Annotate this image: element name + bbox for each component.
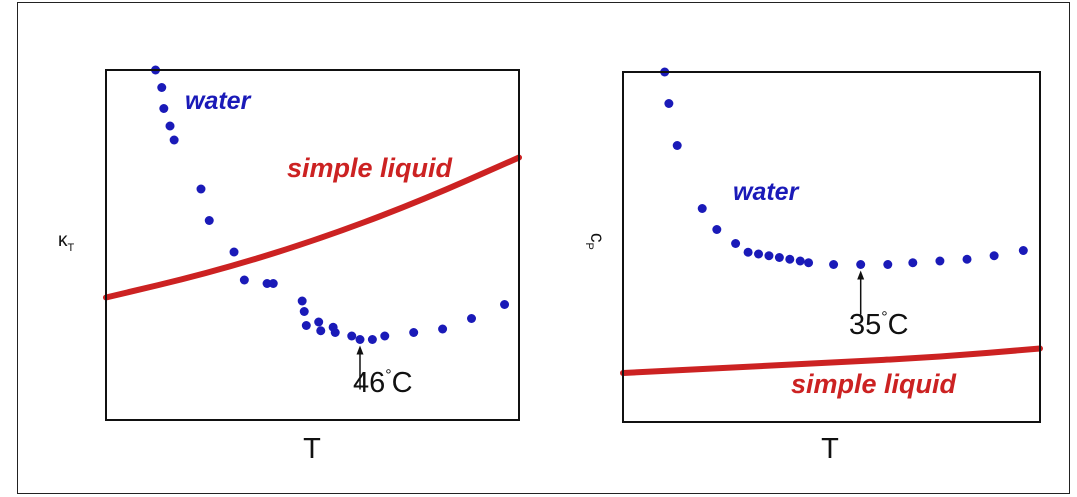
data-point-water (297, 296, 307, 306)
data-point-water (856, 260, 866, 269)
data-point-water (314, 317, 324, 327)
plot-frame (622, 71, 1041, 423)
data-point-water (165, 121, 175, 131)
data-point-water (347, 331, 357, 341)
data-point-water (229, 247, 239, 257)
x-axis-label: T (303, 433, 321, 465)
data-point-water (829, 260, 839, 269)
data-point-water (159, 104, 169, 113)
data-point-water (316, 326, 326, 336)
data-point-water (169, 135, 179, 145)
data-point-water (672, 141, 682, 150)
data-point-water (754, 249, 764, 259)
annotation-arrowhead (356, 345, 364, 355)
data-point-water (743, 247, 753, 257)
data-point-water (438, 324, 448, 334)
data-point-water (409, 328, 419, 337)
data-point-water (908, 258, 918, 268)
data-point-water (785, 254, 795, 264)
data-point-water (467, 314, 477, 323)
x-axis-label: T (821, 433, 839, 465)
series-label-simple-liquid: simple liquid (791, 369, 957, 399)
plot-frame (105, 69, 520, 421)
data-point-water (196, 184, 206, 194)
data-point-water (804, 258, 814, 268)
data-point-water (262, 279, 272, 288)
data-point-water (268, 279, 278, 288)
annotation-arrowhead (857, 270, 865, 280)
data-point-water (883, 260, 893, 269)
data-point-water (731, 239, 741, 248)
data-point-water (367, 335, 377, 344)
y-axis-label: cP (583, 233, 607, 250)
data-point-water (330, 328, 340, 337)
data-point-water (697, 204, 707, 213)
data-point-water (204, 216, 214, 225)
y-axis-label: κT (58, 230, 75, 254)
data-point-water (1018, 246, 1028, 255)
data-point-water (299, 307, 309, 316)
data-point-water (764, 251, 774, 261)
data-point-water (935, 256, 945, 266)
panel-compressibility: water simple liquid 46°C T κT (58, 65, 522, 465)
data-point-water (239, 275, 249, 285)
annotation-temperature: 35°C (849, 309, 909, 341)
panel-heat-capacity: water simple liquid 35°C T cP (583, 67, 1043, 465)
data-point-water (989, 251, 999, 261)
series-label-water: water (733, 178, 800, 206)
series-line-simple-liquid (620, 345, 1043, 376)
data-point-water (500, 300, 510, 309)
series-label-simple-liquid: simple liquid (287, 153, 453, 183)
data-point-water (301, 321, 311, 330)
data-point-water (962, 254, 972, 264)
data-point-water (712, 225, 722, 234)
data-point-water (157, 83, 167, 92)
data-point-water (774, 253, 784, 262)
data-point-water (664, 99, 674, 108)
series-label-water: water (185, 87, 252, 115)
series-line-simple-liquid (103, 154, 522, 301)
figure-frame (17, 2, 1070, 494)
data-point-water (380, 331, 390, 341)
annotation-temperature: 46°C (353, 367, 413, 399)
data-point-water (355, 335, 365, 344)
data-point-water (795, 256, 805, 266)
